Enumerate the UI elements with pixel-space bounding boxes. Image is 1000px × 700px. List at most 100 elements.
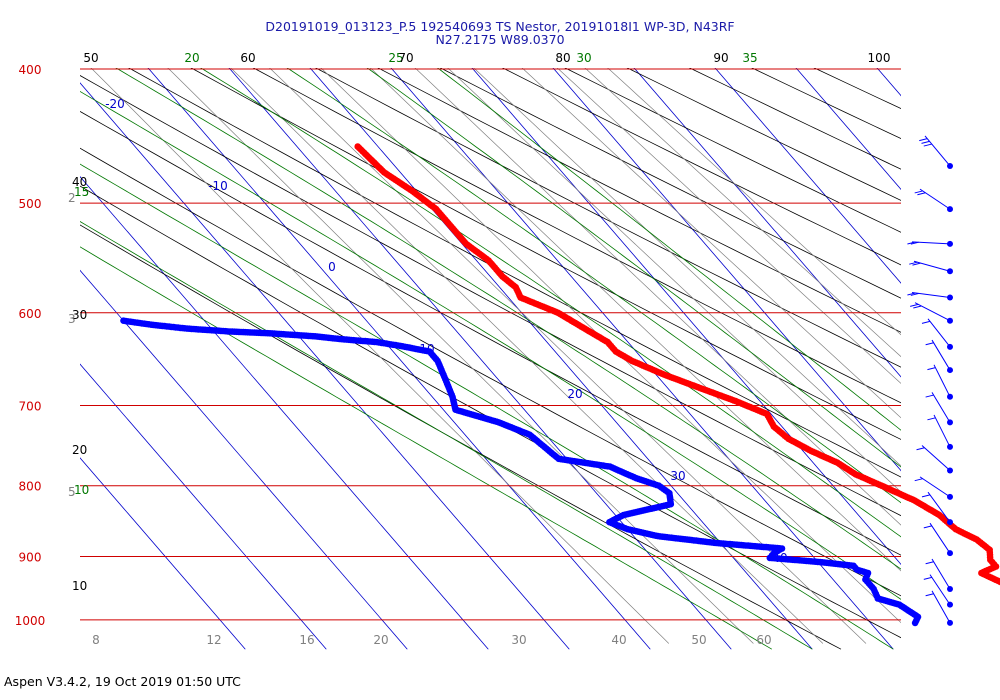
mixing-ratio-line [556, 68, 901, 384]
mixing-ratio-label: 5 [68, 485, 76, 499]
dewpoint-trace [120, 317, 922, 627]
wind-barb-shaft [921, 445, 951, 471]
dry-adiabat-line [502, 68, 901, 266]
wind-barb-shaft [931, 590, 951, 624]
isotherm-line [795, 68, 901, 190]
isotherm-line [80, 176, 489, 650]
moist-adiabat-line [80, 246, 773, 650]
wind-barb-station [947, 519, 953, 526]
mixing-ratio-bottom-label: 30 [511, 633, 526, 647]
wind-barb-flag [910, 303, 919, 307]
pressure-tick-label: 800 [19, 480, 42, 494]
wind-barb-station [947, 443, 953, 450]
wind-barb-flag [921, 140, 930, 144]
left-axis-label: 20 [72, 443, 87, 457]
dry-adiabat-line [439, 68, 901, 299]
wind-barb-station [947, 493, 953, 500]
top-axis-label: 70 [398, 51, 413, 65]
pressure-tick-label: 600 [19, 307, 42, 321]
wind-barb-flag [907, 241, 916, 245]
wind-barb-flag [912, 262, 921, 266]
dry-adiabat-line [377, 68, 901, 333]
dry-adiabat-line [128, 68, 901, 478]
wind-barb-flag [921, 320, 931, 324]
wind-barb-flag [923, 525, 932, 529]
mixing-ratio-line [320, 68, 901, 624]
wind-barb-station [947, 467, 953, 474]
wind-barb-station [947, 550, 953, 557]
wind-barb-shaft [933, 414, 951, 448]
wind-barb-flag [925, 593, 934, 597]
wind-barb-flag [919, 138, 928, 142]
mixing-ratio-line [230, 68, 824, 644]
mixing-ratio-bottom-label: 12 [206, 633, 221, 647]
isotherm-line [80, 363, 327, 650]
moist-adiabat-line [80, 163, 894, 650]
wind-barb-station [947, 268, 953, 275]
dry-adiabat-line [626, 68, 901, 201]
mixing-ratio-line [521, 68, 901, 419]
pressure-tick-label: 900 [19, 551, 42, 565]
left-axis-label: 10 [72, 579, 87, 593]
isobars [80, 68, 901, 621]
wind-barb-flag [925, 342, 934, 346]
wind-barb-shaft [924, 135, 951, 167]
wind-barb-station [947, 343, 953, 350]
wind-barb-flag [909, 261, 918, 265]
wind-barb-flag [914, 190, 923, 194]
dry-adiabat-line [190, 68, 901, 440]
isotherm-label: 30 [670, 469, 685, 483]
temperature-trace [354, 143, 1000, 586]
wind-barb-station [947, 601, 953, 608]
chart-title: D20191019_013123_P.5 192540693 TS Nestor… [0, 20, 1000, 46]
wind-barb-shaft [929, 574, 951, 605]
isotherm-line [228, 68, 732, 650]
pressure-tick-label: 1000 [15, 614, 46, 628]
mixing-ratio-bottom-label: 16 [299, 633, 314, 647]
wind-barb-station [947, 206, 953, 213]
dry-adiabat-line [564, 68, 901, 233]
moist-adiabat-line [115, 68, 901, 570]
moist-adiabat-line [200, 68, 901, 538]
dewpoint-point [911, 619, 919, 627]
mixing-ratio-line [370, 68, 901, 572]
wind-barb-flag [923, 143, 932, 147]
isotherm-line [390, 68, 894, 650]
wind-barb-shaft [931, 392, 951, 423]
top-axis-label: 100 [868, 51, 891, 65]
dry-adiabat-line [80, 75, 901, 517]
dry-adiabat-line [80, 147, 901, 597]
moist-adiabat-label: 15 [74, 185, 89, 199]
mixing-ratio-bottom-label: 40 [611, 633, 626, 647]
wind-barb-flag [914, 478, 923, 482]
mixing-ratio-line [90, 68, 670, 644]
wind-barb-flag [910, 292, 919, 296]
wind-barb-station [947, 586, 953, 593]
mixing-ratio-line [473, 68, 901, 467]
moist-adiabat-line [286, 68, 901, 504]
wind-barb-station [947, 240, 953, 247]
wind-barb-shaft [919, 188, 951, 210]
top-axis-label: 90 [713, 51, 728, 65]
mixing-ratio-bottom-label: 20 [373, 633, 388, 647]
dry-adiabat-line [315, 68, 901, 368]
wind-barb-flag [923, 576, 932, 580]
wind-barb-station [947, 294, 953, 301]
mixing-ratio-line [607, 68, 901, 336]
mixing-ratio-bottom-label: 60 [756, 633, 771, 647]
isotherm-line [80, 82, 570, 650]
mixing-ratio-label: 2 [68, 191, 76, 205]
isotherm-line [309, 68, 813, 650]
mixing-ratio-label: 3 [68, 312, 76, 326]
dry-adiabat-line [80, 110, 901, 556]
isotherm-line [80, 457, 246, 650]
wind-barb-station [947, 393, 953, 400]
wind-barb-flag [921, 494, 931, 498]
mixing-ratio-line [447, 68, 901, 493]
wind-barb-shaft [927, 318, 951, 348]
wind-barb-station [947, 162, 953, 169]
wind-barb-flag [917, 192, 926, 196]
wind-barb-shaft [929, 522, 951, 554]
isotherm-line [80, 269, 408, 650]
